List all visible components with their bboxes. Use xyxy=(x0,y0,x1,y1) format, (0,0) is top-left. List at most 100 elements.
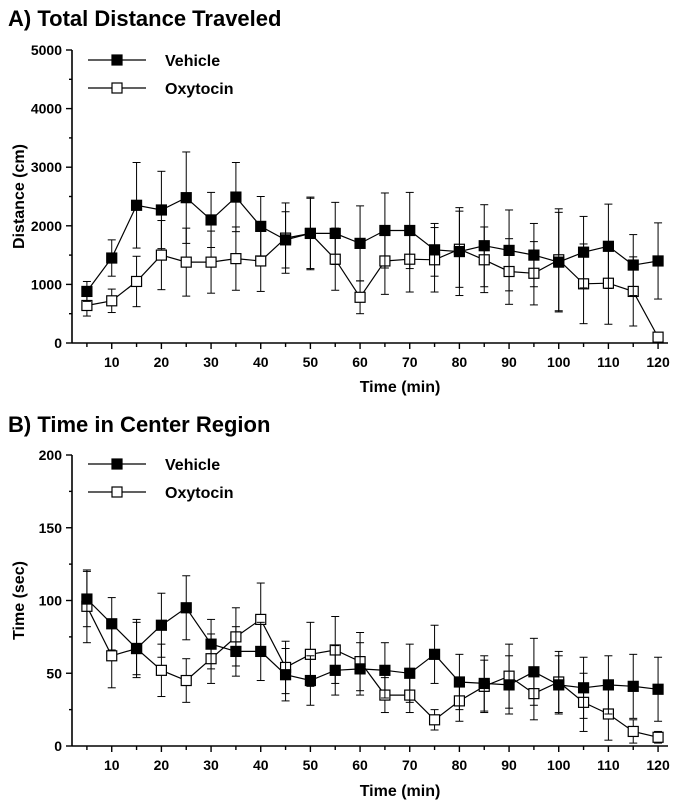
data-point xyxy=(230,191,242,203)
data-point xyxy=(627,680,639,692)
data-point xyxy=(379,664,391,676)
x-tick-label: 110 xyxy=(597,354,620,370)
data-point xyxy=(106,650,118,662)
data-point xyxy=(304,674,316,687)
y-tick-label: 3000 xyxy=(31,159,62,175)
y-axis-title: Time (sec) xyxy=(11,561,28,640)
data-point xyxy=(230,645,242,658)
y-tick-label: 4000 xyxy=(31,101,62,117)
y-tick-label: 200 xyxy=(39,447,63,463)
x-tick-label: 50 xyxy=(303,354,319,370)
legend-marker xyxy=(111,458,123,470)
data-point xyxy=(81,285,93,298)
data-point xyxy=(453,676,465,688)
data-point xyxy=(106,618,118,630)
data-point xyxy=(180,192,192,204)
data-point xyxy=(329,664,341,676)
x-tick-label: 60 xyxy=(352,354,368,370)
data-point xyxy=(230,253,242,265)
data-point xyxy=(428,648,441,660)
data-point xyxy=(130,199,143,211)
legend-item-vehicle: Vehicle xyxy=(88,457,220,474)
data-point xyxy=(130,275,143,288)
x-tick-label: 80 xyxy=(452,757,468,773)
data-point xyxy=(528,249,540,261)
x-tick-label: 120 xyxy=(646,757,670,773)
data-point xyxy=(553,679,565,691)
series-line xyxy=(86,232,659,338)
legend-marker xyxy=(111,82,123,94)
x-tick-label: 70 xyxy=(402,757,418,773)
data-point xyxy=(453,245,465,258)
chart-panel-b: B) Time in Center Region 0 50 100 150 200 10 20… xyxy=(8,412,670,800)
x-tick-label: 20 xyxy=(154,354,170,370)
data-point xyxy=(180,602,192,614)
data-point xyxy=(577,246,590,258)
data-point xyxy=(304,227,316,240)
data-point xyxy=(354,237,366,249)
chart-title: A) Total Distance Traveled xyxy=(8,6,281,31)
x-tick-label: 60 xyxy=(352,757,368,773)
data-point xyxy=(329,227,341,240)
x-tick-label: 90 xyxy=(501,757,517,773)
legend-item-oxytocin: Oxytocin xyxy=(88,485,233,502)
data-point xyxy=(503,244,515,257)
data-point xyxy=(279,234,292,246)
legend-item-oxytocin: Oxytocin xyxy=(88,81,233,98)
data-point xyxy=(81,593,93,605)
legend-label: Vehicle xyxy=(165,53,220,70)
data-point xyxy=(255,220,267,232)
x-tick-label: 40 xyxy=(253,354,269,370)
x-tick-label: 10 xyxy=(104,757,120,773)
x-axis-title: Time (min) xyxy=(360,379,441,396)
y-tick-label: 0 xyxy=(54,738,62,754)
data-point xyxy=(180,256,192,268)
data-point xyxy=(577,682,590,694)
series-oxytocin xyxy=(81,569,664,744)
data-point xyxy=(404,667,416,679)
data-point xyxy=(354,663,366,675)
series-vehicle xyxy=(81,151,664,313)
data-point xyxy=(428,244,441,256)
data-point xyxy=(652,731,664,743)
data-point xyxy=(503,679,515,691)
series-vehicle xyxy=(81,570,664,722)
data-point xyxy=(379,224,391,237)
y-tick-label: 150 xyxy=(39,520,63,536)
data-point xyxy=(627,259,639,271)
data-point xyxy=(255,255,267,267)
legend-marker xyxy=(111,486,123,498)
x-axis-title: Time (min) xyxy=(360,783,441,800)
x-tick-label: 100 xyxy=(547,354,571,370)
data-point xyxy=(279,669,292,681)
series-line xyxy=(86,196,659,292)
data-point xyxy=(106,295,118,307)
legend-item-vehicle: Vehicle xyxy=(88,53,220,70)
data-point xyxy=(627,725,639,738)
data-point xyxy=(155,664,167,676)
series-oxytocin xyxy=(81,196,664,343)
data-point xyxy=(602,240,615,252)
data-point xyxy=(652,331,664,343)
data-point xyxy=(106,252,118,264)
legend: Vehicle Oxytocin xyxy=(88,53,233,98)
y-axis-title: Distance (cm) xyxy=(11,144,28,249)
x-tick-label: 30 xyxy=(203,757,219,773)
y-tick-label: 1000 xyxy=(31,276,62,292)
y-tick-label: 50 xyxy=(46,665,62,681)
data-point xyxy=(428,714,441,726)
x-tick-label: 10 xyxy=(104,354,120,370)
y-tick-label: 5000 xyxy=(31,42,62,58)
x-tick-label: 70 xyxy=(402,354,418,370)
y-tick-label: 2000 xyxy=(31,218,62,234)
data-point xyxy=(155,204,167,216)
legend-marker xyxy=(111,54,123,66)
data-point xyxy=(602,679,615,691)
data-point xyxy=(205,214,217,226)
y-tick-label: 0 xyxy=(54,335,62,351)
data-point xyxy=(81,299,93,312)
x-tick-label: 20 xyxy=(154,757,170,773)
series-line xyxy=(86,598,659,690)
